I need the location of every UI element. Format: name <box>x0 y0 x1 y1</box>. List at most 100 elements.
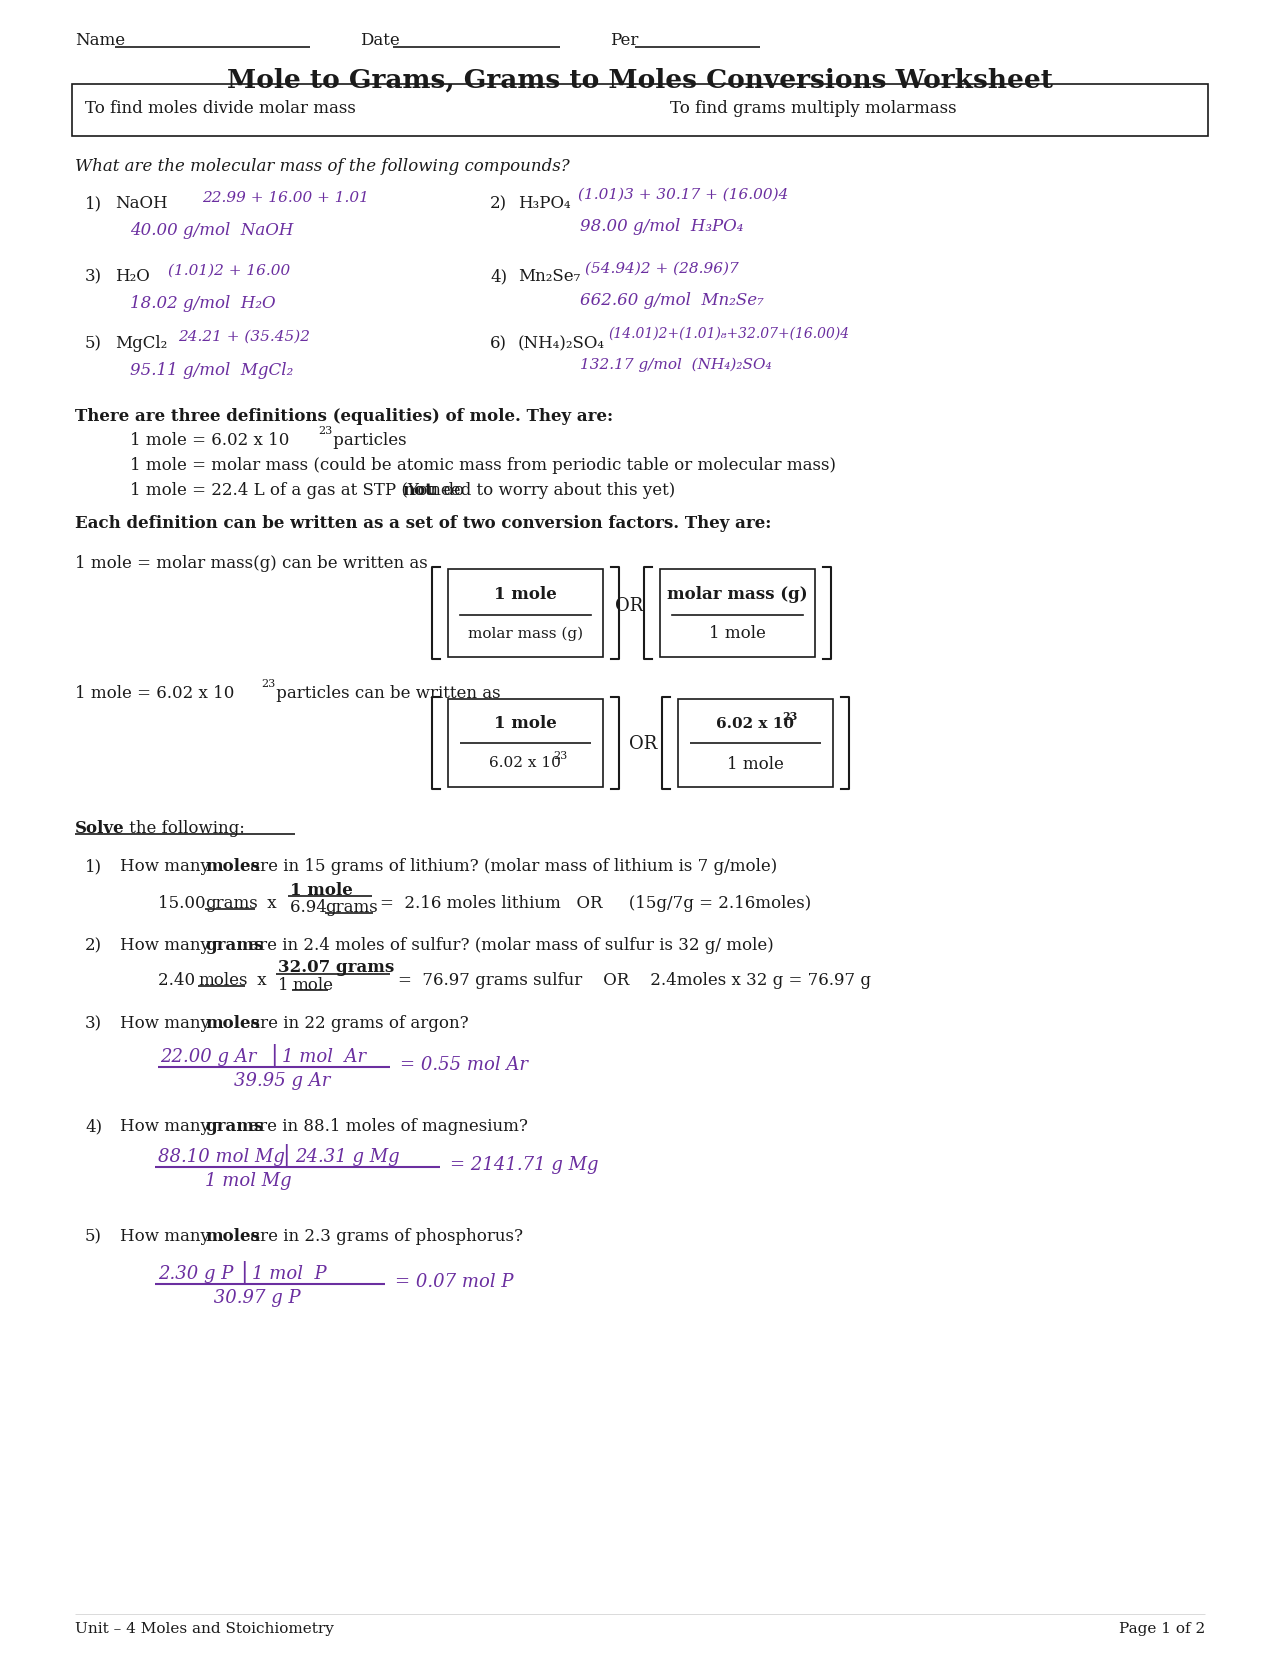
Text: 3): 3) <box>84 1015 102 1031</box>
Text: are in 88.1 moles of magnesium?: are in 88.1 moles of magnesium? <box>244 1117 527 1134</box>
Text: 1 mol Mg: 1 mol Mg <box>205 1172 292 1190</box>
Text: How many: How many <box>120 857 215 874</box>
Text: x: x <box>252 971 266 988</box>
Text: |: | <box>241 1259 247 1283</box>
Text: 1 mole: 1 mole <box>727 756 783 773</box>
Text: 1 mole: 1 mole <box>709 624 765 642</box>
Text: are in 22 grams of argon?: are in 22 grams of argon? <box>244 1015 468 1031</box>
Text: OR: OR <box>614 597 644 614</box>
Text: are in 2.4 moles of sulfur? (molar mass of sulfur is 32 g/ mole): are in 2.4 moles of sulfur? (molar mass … <box>244 937 773 953</box>
Text: There are three definitions (equalities) of mole. They are:: There are three definitions (equalities)… <box>76 407 613 425</box>
FancyBboxPatch shape <box>660 569 815 657</box>
Text: OR: OR <box>628 735 657 753</box>
Text: 1 mole: 1 mole <box>494 586 557 602</box>
Text: 23: 23 <box>782 712 797 722</box>
Text: 6.02 x 10: 6.02 x 10 <box>716 717 794 730</box>
FancyBboxPatch shape <box>448 700 603 788</box>
Text: moles: moles <box>205 857 260 874</box>
Text: 2): 2) <box>490 195 507 212</box>
Text: need to worry about this yet): need to worry about this yet) <box>425 482 676 498</box>
Text: (1.01)2 + 16.00: (1.01)2 + 16.00 <box>168 263 291 278</box>
Text: 6.94: 6.94 <box>291 899 332 915</box>
Text: moles: moles <box>198 971 247 988</box>
Text: NaOH: NaOH <box>115 195 168 212</box>
Text: How many: How many <box>120 1117 215 1134</box>
Text: 1 mol  Ar: 1 mol Ar <box>282 1048 366 1066</box>
Text: moles: moles <box>205 1015 260 1031</box>
Text: 23: 23 <box>261 679 275 688</box>
Text: grams: grams <box>325 899 378 915</box>
Text: H₃PO₄: H₃PO₄ <box>518 195 571 212</box>
Text: grams: grams <box>205 937 264 953</box>
Text: To find moles divide molar mass: To find moles divide molar mass <box>84 99 356 118</box>
Text: molar mass (g): molar mass (g) <box>468 626 584 640</box>
Text: 30.97 g P: 30.97 g P <box>163 1288 301 1306</box>
Text: are in 15 grams of lithium? (molar mass of lithium is 7 g/mole): are in 15 grams of lithium? (molar mass … <box>244 857 777 874</box>
Text: =  76.97 grams sulfur    OR    2.4moles x 32 g = 76.97 g: = 76.97 grams sulfur OR 2.4moles x 32 g … <box>398 971 870 988</box>
Text: 4): 4) <box>84 1117 102 1134</box>
Text: 18.02 g/mol  H₂O: 18.02 g/mol H₂O <box>131 295 275 311</box>
FancyBboxPatch shape <box>72 84 1208 137</box>
Text: 24.21 + (35.45)2: 24.21 + (35.45)2 <box>178 329 310 344</box>
Text: 3): 3) <box>84 268 102 285</box>
Text: Per: Per <box>611 31 639 50</box>
Text: Solve: Solve <box>76 819 124 836</box>
Text: (NH₄)₂SO₄: (NH₄)₂SO₄ <box>518 334 605 353</box>
Text: To find grams multiply molarmass: To find grams multiply molarmass <box>669 99 956 118</box>
Text: 662.60 g/mol  Mn₂Se₇: 662.60 g/mol Mn₂Se₇ <box>580 291 764 309</box>
Text: 1 mole = molar mass (could be atomic mass from periodic table or molecular mass): 1 mole = molar mass (could be atomic mas… <box>131 457 836 473</box>
Text: 39.95 g Ar: 39.95 g Ar <box>165 1071 330 1089</box>
Text: moles: moles <box>205 1228 260 1245</box>
Text: 23: 23 <box>553 751 567 761</box>
Text: grams: grams <box>205 1117 264 1134</box>
Text: 132.17 g/mol  (NH₄)₂SO₄: 132.17 g/mol (NH₄)₂SO₄ <box>580 357 772 372</box>
Text: What are the molecular mass of the following compounds?: What are the molecular mass of the follo… <box>76 157 570 175</box>
Text: H₂O: H₂O <box>115 268 150 285</box>
Text: 98.00 g/mol  H₃PO₄: 98.00 g/mol H₃PO₄ <box>580 218 744 235</box>
Text: are in 2.3 grams of phosphorus?: are in 2.3 grams of phosphorus? <box>244 1228 524 1245</box>
Text: Mole to Grams, Grams to Moles Conversions Worksheet: Mole to Grams, Grams to Moles Conversion… <box>227 68 1053 93</box>
Text: 22.00 g Ar: 22.00 g Ar <box>160 1048 256 1066</box>
Text: MgCl₂: MgCl₂ <box>115 334 168 353</box>
Text: Name: Name <box>76 31 125 50</box>
Text: 2): 2) <box>84 937 102 953</box>
FancyBboxPatch shape <box>448 569 603 657</box>
Text: Each definition can be written as a set of two conversion factors. They are:: Each definition can be written as a set … <box>76 515 772 531</box>
Text: 1): 1) <box>84 857 102 874</box>
Text: 22.99 + 16.00 + 1.01: 22.99 + 16.00 + 1.01 <box>202 190 369 205</box>
Text: Mn₂Se₇: Mn₂Se₇ <box>518 268 580 285</box>
Text: 1): 1) <box>84 195 102 212</box>
Text: not: not <box>402 482 433 498</box>
Text: 2.30 g P: 2.30 g P <box>157 1264 233 1283</box>
Text: 1 mol  P: 1 mol P <box>252 1264 326 1283</box>
Text: How many: How many <box>120 1228 215 1245</box>
Text: x: x <box>262 894 276 912</box>
Text: How many: How many <box>120 937 215 953</box>
Text: Date: Date <box>360 31 399 50</box>
Text: 1 mole = molar mass(g) can be written as: 1 mole = molar mass(g) can be written as <box>76 554 428 571</box>
Text: particles can be written as: particles can be written as <box>271 685 500 702</box>
Text: (14.01)2+(1.01)₈+32.07+(16.00)4: (14.01)2+(1.01)₈+32.07+(16.00)4 <box>608 326 849 341</box>
Text: 2.40: 2.40 <box>157 971 201 988</box>
Text: particles: particles <box>328 432 407 449</box>
Text: = 0.55 mol Ar: = 0.55 mol Ar <box>399 1056 529 1074</box>
FancyBboxPatch shape <box>678 700 833 788</box>
Text: 1: 1 <box>278 976 294 993</box>
Text: Unit – 4 Moles and Stoichiometry: Unit – 4 Moles and Stoichiometry <box>76 1620 334 1635</box>
Text: = 0.07 mol P: = 0.07 mol P <box>396 1273 513 1291</box>
Text: = 2141.71 g Mg: = 2141.71 g Mg <box>451 1155 599 1173</box>
Text: 6): 6) <box>490 334 507 353</box>
Text: 32.07 grams: 32.07 grams <box>278 958 394 975</box>
Text: 6.02 x 10: 6.02 x 10 <box>489 756 561 770</box>
Text: 1 mole = 6.02 x 10: 1 mole = 6.02 x 10 <box>131 432 289 449</box>
Text: 23: 23 <box>317 425 333 435</box>
Text: 1 mole: 1 mole <box>291 882 353 899</box>
Text: 15.00: 15.00 <box>157 894 211 912</box>
Text: 1 mole = 6.02 x 10: 1 mole = 6.02 x 10 <box>76 685 234 702</box>
Text: |: | <box>270 1043 278 1066</box>
Text: (54.94)2 + (28.96)7: (54.94)2 + (28.96)7 <box>585 261 739 276</box>
Text: 5): 5) <box>84 334 102 353</box>
Text: 24.31 g Mg: 24.31 g Mg <box>294 1147 399 1165</box>
Text: How many: How many <box>120 1015 215 1031</box>
Text: 88.10 mol Mg: 88.10 mol Mg <box>157 1147 285 1165</box>
